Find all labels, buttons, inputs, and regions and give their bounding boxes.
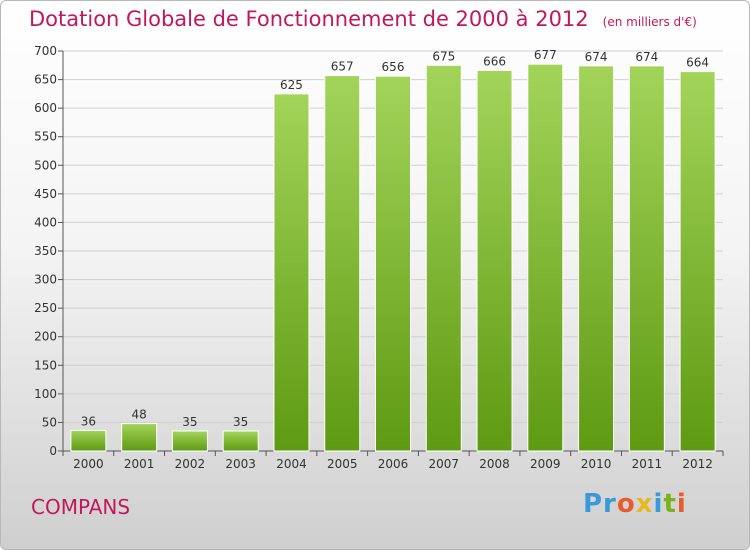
y-tick-label: 500: [34, 158, 57, 172]
y-tick-label: 450: [34, 187, 57, 201]
logo-part-5: t: [663, 489, 677, 519]
value-label: 35: [182, 415, 197, 429]
bar: [273, 93, 310, 452]
logo-part-3: x: [635, 489, 654, 519]
commune-name: COMPANS: [31, 495, 131, 519]
y-tick-label: 300: [34, 273, 57, 287]
bar: [425, 64, 462, 452]
logo-part-2: o: [616, 489, 636, 519]
bar: [70, 429, 107, 452]
value-label: 36: [81, 414, 96, 428]
bar: [578, 65, 615, 452]
x-tick-label: 2003: [225, 457, 256, 471]
logo-part-4: i: [653, 489, 664, 519]
bar: [222, 430, 259, 452]
y-tick-label: 250: [34, 301, 57, 315]
value-label: 675: [432, 49, 455, 63]
proxiti-logo: Proxiti: [583, 489, 687, 519]
unit-note: (en milliers d'€): [602, 15, 697, 29]
value-label: 657: [331, 60, 354, 74]
value-label: 677: [534, 48, 557, 62]
bar: [628, 65, 665, 452]
x-tick-label: 2010: [581, 457, 612, 471]
y-tick-label: 50: [42, 415, 57, 429]
x-tick-label: 2005: [327, 457, 358, 471]
value-label: 48: [132, 408, 147, 422]
bar: [121, 423, 158, 452]
y-tick-label: 150: [34, 358, 57, 372]
bar: [171, 430, 208, 452]
value-label: 625: [280, 78, 303, 92]
bar: [324, 75, 361, 452]
x-tick-label: 2012: [682, 457, 713, 471]
bar: [375, 75, 411, 452]
y-tick-label: 100: [34, 387, 57, 401]
x-tick-label: 2009: [530, 457, 561, 471]
bar: [476, 69, 513, 452]
x-tick-label: 2007: [428, 457, 459, 471]
y-tick-label: 350: [34, 244, 57, 258]
chart-title-text: Dotation Globale de Fonctionnement de 20…: [29, 7, 589, 31]
bar: [527, 63, 564, 452]
y-tick-label: 650: [34, 73, 57, 87]
value-label: 666: [483, 54, 506, 68]
x-tick-label: 2004: [276, 457, 307, 471]
y-tick-label: 700: [34, 44, 57, 58]
value-label: 35: [233, 415, 248, 429]
x-tick-label: 2000: [73, 457, 104, 471]
x-tick-label: 2006: [378, 457, 409, 471]
y-tick-label: 0: [49, 444, 57, 458]
value-label: 664: [686, 56, 709, 70]
x-tick-label: 2001: [124, 457, 155, 471]
value-label: 656: [382, 60, 405, 74]
x-tick-label: 2002: [175, 457, 206, 471]
y-tick-label: 550: [34, 130, 57, 144]
value-label: 674: [635, 50, 658, 64]
y-tick-label: 400: [34, 215, 57, 229]
logo-part-1: Pr: [583, 489, 617, 519]
y-tick-label: 200: [34, 330, 57, 344]
y-tick-label: 600: [34, 101, 57, 115]
bar: [679, 71, 716, 452]
chart-title: Dotation Globale de Fonctionnement de 20…: [29, 7, 697, 31]
x-tick-label: 2008: [479, 457, 510, 471]
value-label: 674: [585, 50, 608, 64]
logo-part-6: i: [676, 489, 687, 519]
x-tick-label: 2011: [632, 457, 663, 471]
labels: 0 50 100 150 200 250 300 350 400 450 500 550 600 650 7…: [34, 44, 713, 471]
bars: [70, 63, 716, 452]
